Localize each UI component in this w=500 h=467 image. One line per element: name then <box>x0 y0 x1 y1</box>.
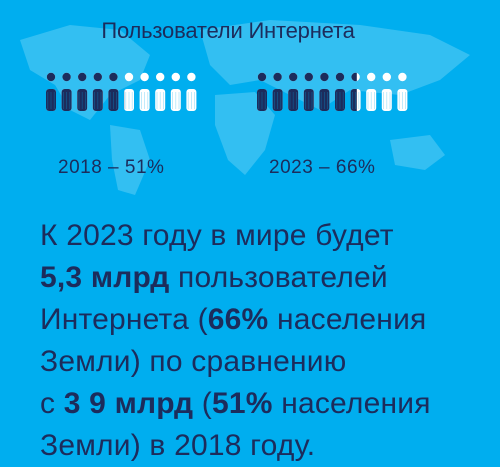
person-icon <box>350 72 361 111</box>
person-icon <box>381 72 392 111</box>
person-icon <box>288 72 299 111</box>
australia-shape <box>390 135 445 170</box>
page-title: Пользователи Интернета <box>101 18 355 43</box>
person-icon <box>77 72 88 111</box>
person-icon <box>139 72 150 111</box>
statement-line-2: 5,3 млрд пользователей <box>40 261 388 294</box>
people-icons-2018 <box>46 72 197 111</box>
africa-shape <box>215 92 275 175</box>
person-icon <box>92 72 103 111</box>
person-icon <box>335 72 345 111</box>
statement-line-3: Интернета (66% населения <box>40 303 427 336</box>
users-2018-value: 3 9 млрд <box>63 387 194 420</box>
person-icon <box>108 72 119 111</box>
caption-2023: 2023 – 66% <box>269 157 376 178</box>
users-2023-value: 5,3 млрд <box>40 261 170 294</box>
statement-line-1: К 2023 году в мире будет <box>40 219 394 252</box>
north-america-shape <box>20 25 150 120</box>
statement-text: К 2023 году в мире будет 5,3 млрд пользо… <box>40 215 495 467</box>
south-america-shape <box>110 125 150 195</box>
person-icon <box>397 72 408 111</box>
person-icon <box>46 72 56 111</box>
world-map-background <box>20 20 470 195</box>
person-icon <box>186 72 197 111</box>
statement-line-5: с 3 9 млрд (51% населения <box>40 387 431 420</box>
person-icon <box>272 72 283 111</box>
people-icons-2023 <box>257 72 408 111</box>
person-icon <box>170 72 181 111</box>
caption-2018: 2018 – 51% <box>58 157 165 178</box>
person-icon <box>303 72 314 111</box>
person-icon <box>124 72 134 111</box>
person-icon <box>366 72 377 111</box>
statement-line-6: Земли) в 2018 году. <box>40 429 316 462</box>
people-chart-2018 <box>45 71 205 117</box>
person-icon <box>61 72 72 111</box>
person-icon <box>319 72 330 111</box>
statement-line-4: Земли) по сравнению <box>40 345 347 378</box>
people-chart-2023 <box>256 71 416 117</box>
share-2023-value: 66% <box>207 303 269 336</box>
share-2018-value: 51% <box>212 387 273 420</box>
person-icon <box>257 72 267 111</box>
person-icon <box>155 72 166 111</box>
eurasia-shape <box>200 20 470 110</box>
